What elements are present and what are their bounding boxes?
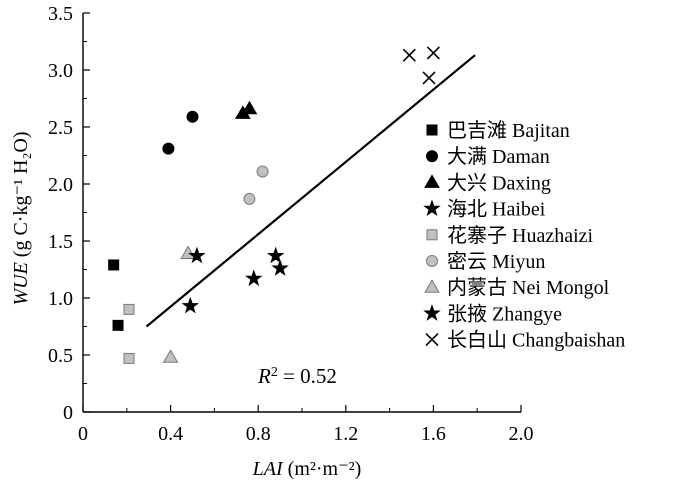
data-point [123,352,135,364]
legend-label: 长白山 Changbaishan [447,329,625,352]
legend-label: 花寨子 Huazhaizi [447,224,594,247]
y-tick-label: 3.0 [48,60,73,82]
legend-marker [426,150,438,163]
x-marker-stroke [425,333,439,347]
legend-label: 密云 Miyun [447,250,545,273]
series-8 [188,246,206,264]
data-point [256,165,269,178]
data-point [266,246,285,264]
data-point [162,142,175,155]
legend-label: 大满 Daman [447,145,550,168]
legend-item: 海北 Haibei [423,198,546,221]
legend-item: 花寨子 Huazhaizi [426,224,594,247]
legend-item: 长白山 Changbaishan [425,329,625,352]
y-tick-label: 0.5 [48,345,73,367]
series-1 [108,259,124,331]
series-3 [234,100,258,119]
data-point [245,269,263,287]
x-tick-label: 0.4 [158,423,183,445]
x-marker-stroke [426,46,440,60]
legend: 巴吉滩 Bajitan 大满 Daman 大兴 Daxing 海北 Haibei 花寨子… [423,119,625,352]
data-point [123,303,135,315]
x-marker-stroke [422,71,436,85]
series-4 [181,246,289,314]
legend-marker [424,174,440,188]
legend-marker [424,279,440,293]
data-point [186,110,199,123]
series-9 [402,46,440,85]
legend-label: 张掖 Zhangye [447,302,562,325]
legend-marker [426,255,438,267]
series-5 [123,303,135,364]
y-tick-label: 2.0 [48,174,73,196]
x-tick-label: 2.0 [509,423,534,445]
data-point [271,259,289,276]
legend-item: 巴吉滩 Bajitan [426,119,570,142]
data-point [108,259,120,271]
data-point [188,246,206,264]
y-tick-label: 0 [63,402,73,424]
data-point [422,71,436,85]
x-tick-label: 0.8 [246,423,271,445]
y-tick-label: 2.5 [48,117,73,139]
y-tick-label: 1.0 [48,288,73,310]
legend-marker [426,229,438,241]
legend-item: 张掖 Zhangye [423,302,562,325]
legend-item: 大兴 Daxing [424,171,551,194]
legend-marker [426,124,438,136]
x-tick-label: 1.2 [333,423,358,445]
legend-item: 内蒙古 Nei Mongol [424,276,610,299]
legend-marker [425,333,439,347]
series-6 [243,165,269,205]
legend-label: 海北 Haibei [447,198,546,221]
x-axis-title: LAI (m²·m⁻²) [252,458,362,480]
legend-item: 密云 Miyun [426,250,545,273]
regression-line [145,54,476,328]
legend-item: 大满 Daman [426,145,550,168]
legend-marker [423,199,441,217]
data-point [241,100,258,115]
data-point [112,319,124,331]
legend-label: 内蒙古 Nei Mongol [447,276,610,299]
data-point [243,192,256,205]
x-marker-stroke [402,48,416,62]
data-point [402,48,416,62]
y-tick-label: 3.5 [48,3,73,25]
series-2 [162,110,199,155]
x-tick-label: 1.6 [421,423,446,445]
data-point [180,245,196,260]
data-point [162,349,179,363]
legend-label: 大兴 Daxing [447,171,551,194]
data-point [426,46,440,60]
r-squared-annotation: R2 = 0.52 [257,364,337,388]
legend-label: 巴吉滩 Bajitan [447,119,570,142]
y-tick-label: 1.5 [48,231,73,253]
data-point [181,296,200,314]
y-axis-title: WUE (g C·kg⁻¹ H₂O) [10,131,32,305]
x-tick-label: 0 [78,423,88,445]
legend-marker [423,304,441,321]
